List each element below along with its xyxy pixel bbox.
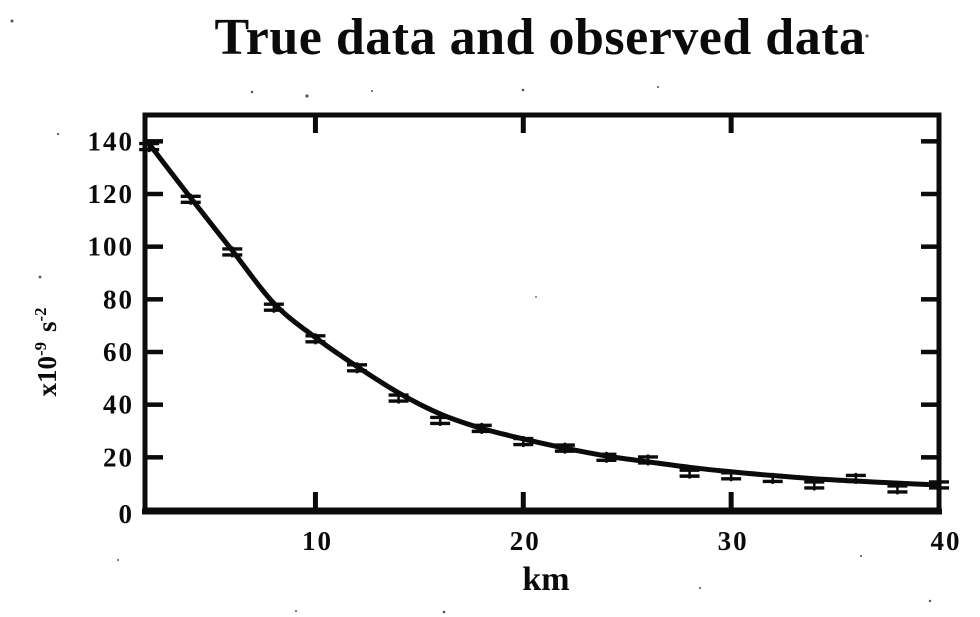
observed-data-markers bbox=[139, 141, 949, 495]
observed-point-10km bbox=[305, 333, 326, 345]
observed-point-8km bbox=[263, 301, 284, 313]
observed-point-24km bbox=[596, 451, 617, 463]
observed-point-34km bbox=[804, 479, 825, 491]
observed-point-36km bbox=[845, 472, 866, 484]
observed-point-12km bbox=[347, 362, 368, 374]
y-tick-label-20: 20 bbox=[103, 442, 134, 472]
y-tick-label-40: 40 bbox=[103, 390, 134, 420]
true-data-curve bbox=[146, 141, 942, 488]
observed-point-38km bbox=[887, 483, 908, 495]
y-tick-label-0: 0 bbox=[119, 499, 135, 529]
observed-point-4km bbox=[180, 193, 201, 205]
scan-noise bbox=[10, 19, 932, 614]
x-tick-label-30: 30 bbox=[718, 526, 749, 556]
observed-point-26km bbox=[638, 454, 659, 466]
observed-point-16km bbox=[430, 414, 451, 426]
observed-point-32km bbox=[762, 472, 783, 484]
axis-ticks bbox=[147, 117, 937, 508]
observed-point-28km bbox=[679, 467, 700, 479]
axis-tick-labels: 0 20 40 60 80 100 120 140 10 20 30 40 bbox=[88, 126, 962, 556]
observed-point-22km bbox=[554, 442, 575, 454]
x-tick-label-20: 20 bbox=[510, 526, 541, 556]
observed-point-18km bbox=[471, 422, 492, 434]
x-axis-label: km bbox=[522, 561, 570, 598]
y-tick-label-60: 60 bbox=[103, 337, 134, 367]
x-tick-label-40: 40 bbox=[931, 526, 962, 556]
y-tick-label-120: 120 bbox=[88, 179, 135, 209]
observed-point-2km bbox=[139, 141, 160, 153]
plot-frame bbox=[142, 112, 942, 513]
observed-point-6km bbox=[222, 246, 243, 258]
observed-point-40km bbox=[929, 479, 949, 491]
observed-point-14km bbox=[388, 392, 409, 404]
chart-title: True data and observed data bbox=[214, 9, 866, 66]
y-tick-label-140: 140 bbox=[88, 126, 135, 156]
observed-point-30km bbox=[721, 470, 742, 482]
x-tick-label-10: 10 bbox=[302, 526, 333, 556]
observed-point-20km bbox=[513, 436, 534, 448]
y-tick-label-80: 80 bbox=[103, 284, 134, 314]
y-tick-label-100: 100 bbox=[88, 232, 135, 262]
